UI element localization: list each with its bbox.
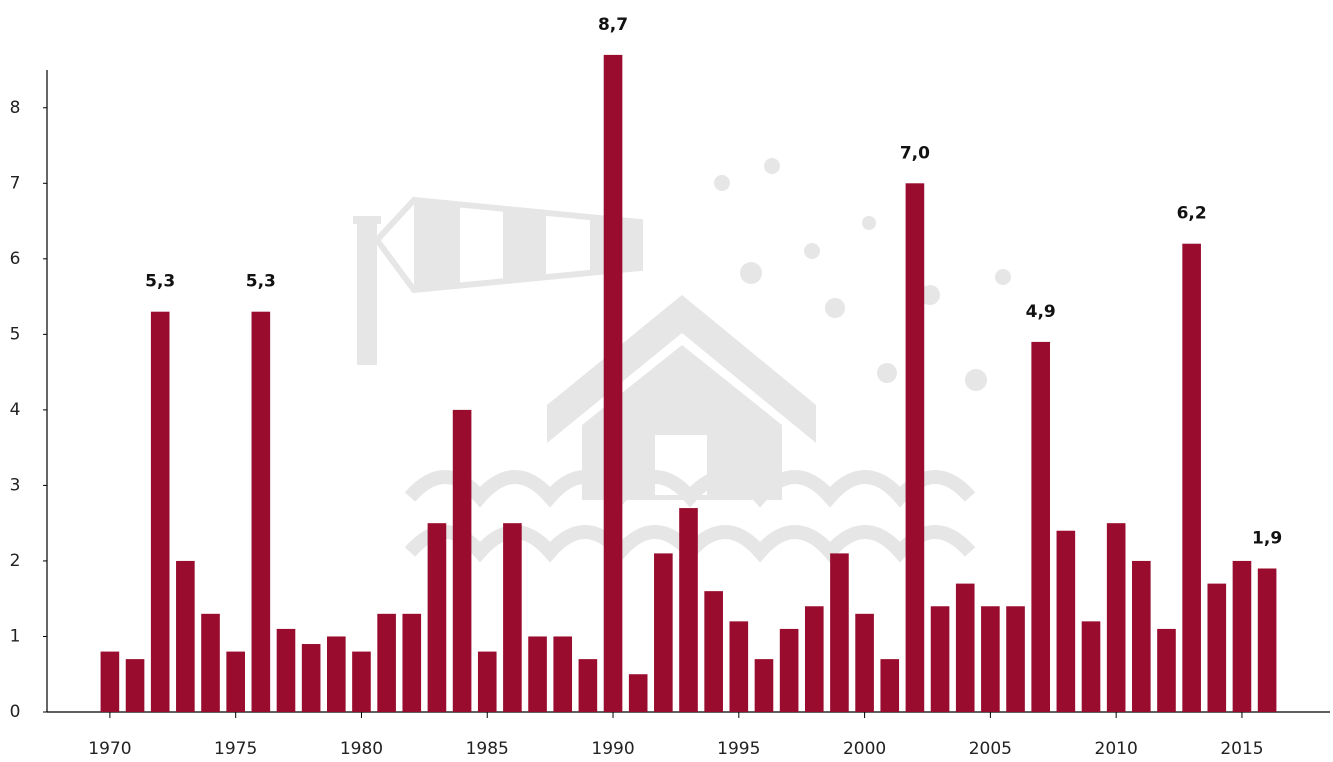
bar: [125, 659, 145, 712]
bar: [930, 606, 950, 712]
value-label: 7,0: [900, 143, 930, 163]
bar: [1006, 606, 1025, 712]
bar: [830, 553, 849, 712]
bar: [603, 54, 623, 713]
x-tick-label: 2015: [1220, 739, 1263, 758]
x-tick-label: 2010: [1095, 739, 1138, 758]
bar: [1257, 568, 1277, 712]
x-tick-label: 1970: [88, 739, 131, 758]
bar: [201, 613, 220, 712]
x-tick-label: 2000: [843, 739, 886, 758]
value-label: 4,9: [1026, 302, 1056, 322]
bar: [654, 553, 673, 712]
bar: [1182, 243, 1201, 712]
bar: [276, 628, 296, 712]
y-tick-label: 5: [10, 324, 21, 344]
bar: [528, 636, 547, 712]
y-tick-label: 4: [10, 400, 21, 420]
bar: [905, 183, 925, 712]
bar: [226, 651, 245, 712]
bar: [1232, 560, 1252, 712]
bar: [1081, 621, 1101, 712]
bar: [628, 674, 648, 712]
bar: [804, 606, 824, 712]
y-tick-label: 7: [10, 173, 21, 193]
value-label: 5,3: [145, 272, 175, 292]
x-tick-label: 1985: [466, 739, 509, 758]
bar: [402, 613, 422, 712]
bar: [578, 659, 598, 712]
bar: [880, 659, 900, 712]
bar: [503, 523, 522, 712]
y-tick-label: 2: [10, 551, 21, 571]
bar: [729, 621, 749, 712]
bar: [352, 651, 371, 712]
bar: [452, 409, 472, 712]
bar: [955, 583, 975, 712]
bar: [855, 613, 874, 712]
bar: [981, 606, 1000, 712]
bar: [427, 523, 447, 712]
bar: [251, 311, 271, 712]
y-tick-label: 1: [10, 626, 21, 646]
bar: [100, 651, 120, 712]
bar: [1157, 628, 1176, 712]
y-tick-label: 6: [10, 249, 21, 269]
background-illustration: [353, 158, 1011, 563]
bar: [679, 508, 698, 712]
bar: [477, 651, 497, 712]
y-tick-label: 8: [10, 98, 21, 118]
bar: [1056, 530, 1076, 712]
bar: [754, 659, 774, 712]
value-label: 8,7: [598, 15, 628, 35]
bar: [176, 560, 195, 712]
bar: [150, 311, 170, 712]
value-label: 6,2: [1177, 204, 1207, 224]
bar: [1132, 560, 1151, 712]
bar: [1207, 583, 1227, 712]
x-tick-label: 1980: [340, 739, 383, 758]
bar: [779, 628, 799, 712]
bar: [301, 644, 321, 712]
x-tick-label: 1995: [717, 739, 760, 758]
y-tick-label: 0: [10, 702, 21, 722]
x-tick-label: 1990: [591, 739, 634, 758]
bar: [1106, 523, 1126, 712]
y-tick-label: 3: [10, 475, 21, 495]
value-label: 5,3: [246, 272, 276, 292]
bar: [553, 636, 573, 712]
x-tick-label: 1975: [214, 739, 257, 758]
bar: [377, 613, 396, 712]
bar: [1031, 341, 1051, 712]
bar: [326, 636, 346, 712]
bar: [704, 591, 723, 712]
value-label: 1,9: [1252, 528, 1282, 548]
x-tick-label: 2005: [969, 739, 1012, 758]
